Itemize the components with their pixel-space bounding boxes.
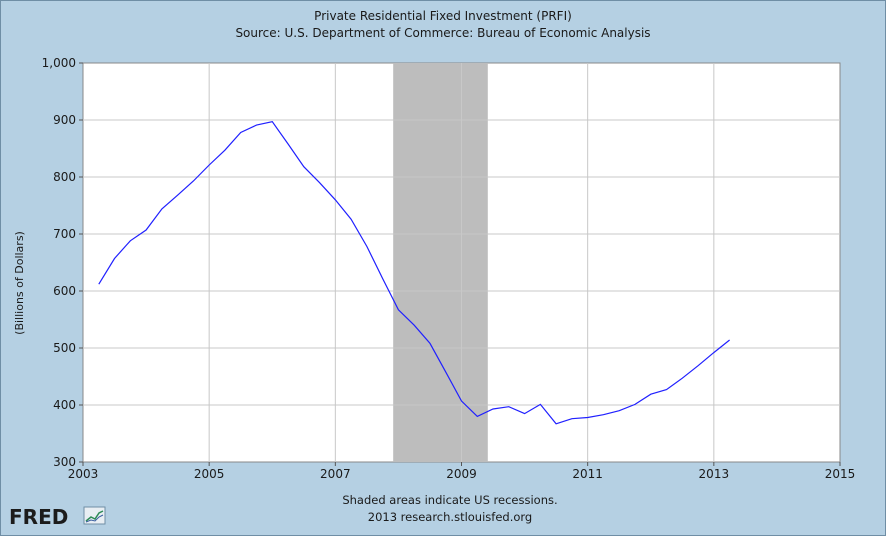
y-tick-label-1: 400 [53,398,76,412]
x-tick-label-0: 2003 [68,467,99,481]
fred-logo-graph-icon [83,506,106,525]
footer-source: 2013 research.stlouisfed.org [368,510,532,524]
x-tick-label-1: 2005 [194,467,225,481]
chart-subtitle: Source: U.S. Department of Commerce: Bur… [235,26,650,40]
fred-logo-graph-line-icon [85,510,104,522]
grid-layer [83,63,840,462]
recession-band-0 [393,63,488,462]
y-tick-label-2: 500 [53,341,76,355]
fred-logo-text: FRED [9,505,68,529]
x-tick-label-6: 2015 [825,467,856,481]
x-tick-label-3: 2009 [446,467,477,481]
y-tick-label-3: 600 [53,284,76,298]
fred-logo: FRED [9,505,106,529]
x-tick-label-4: 2011 [572,467,603,481]
y-tick-label-6: 900 [53,113,76,127]
fred-logo-graph-line2-icon [85,514,104,523]
series-layer [98,121,730,425]
y-tick-label-4: 700 [53,227,76,241]
y-tick-layer: 300 400 500 600 700 800 900 1,000 [42,56,83,469]
footer-note: Shaded areas indicate US recessions. [342,493,557,507]
y-tick-label-7: 1,000 [42,56,76,70]
chart-title: Private Residential Fixed Investment (PR… [314,9,572,23]
x-tick-layer: 2003 2005 2007 2009 2011 2013 2015 [68,462,856,481]
series-line-0 [98,121,730,425]
x-tick-label-2: 2007 [320,467,351,481]
x-tick-label-5: 2013 [699,467,730,481]
recession-layer [393,63,488,462]
y-axis-label: (Billions of Dollars) [13,231,26,335]
y-tick-label-0: 300 [53,455,76,469]
y-tick-label-5: 800 [53,170,76,184]
